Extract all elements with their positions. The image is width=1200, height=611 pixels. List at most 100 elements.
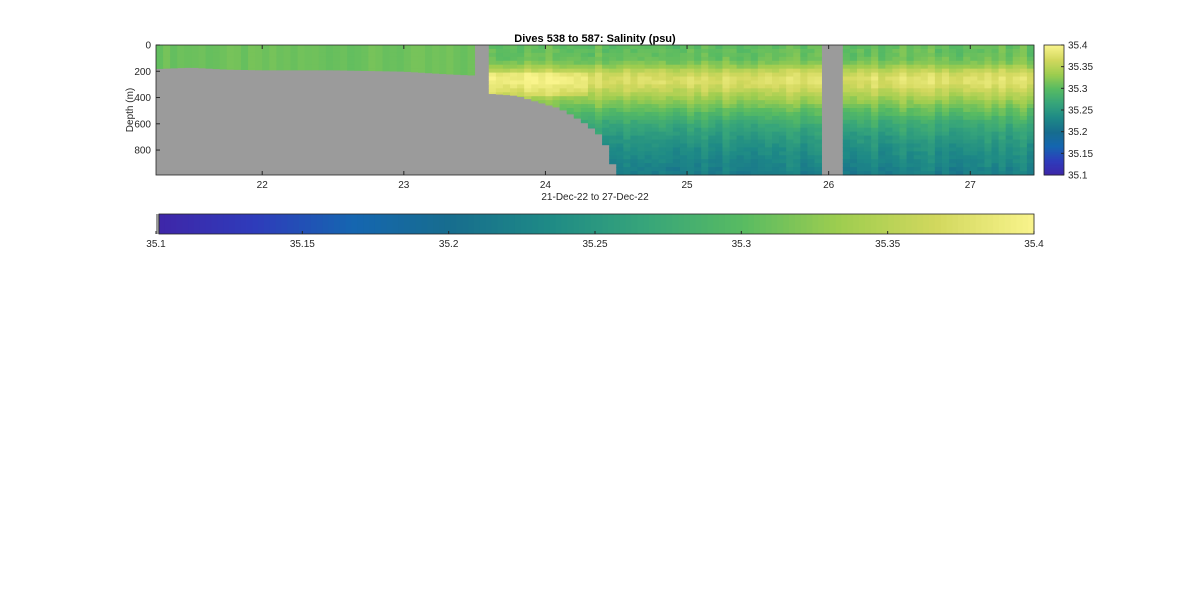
heatmap-cell xyxy=(304,45,313,50)
heatmap-cell xyxy=(694,80,702,85)
heatmap-cell xyxy=(637,100,645,105)
heatmap-cell xyxy=(722,143,730,148)
colorbar-swatch xyxy=(205,214,212,234)
heatmap-cell xyxy=(814,56,822,62)
heatmap-cell xyxy=(963,151,971,156)
heatmap-cell xyxy=(701,171,709,176)
heatmap-cell xyxy=(1012,84,1021,89)
heatmap-cell xyxy=(566,56,575,62)
heatmap-cell xyxy=(793,171,801,176)
heatmap-cell xyxy=(913,60,922,66)
heatmap-cell xyxy=(694,111,702,117)
heatmap-cell xyxy=(764,52,773,58)
heatmap-cell xyxy=(609,135,617,140)
heatmap-cell xyxy=(885,151,893,156)
heatmap-cell xyxy=(644,111,653,117)
heatmap-cell xyxy=(1012,139,1021,144)
heatmap-cell xyxy=(878,76,886,81)
heatmap-cell xyxy=(807,100,815,105)
heatmap-cell xyxy=(757,123,766,129)
heatmap-cell xyxy=(722,48,730,54)
heatmap-cell xyxy=(637,139,645,144)
heatmap-cell xyxy=(651,119,660,125)
heatmap-cell xyxy=(403,68,412,72)
heatmap-cell xyxy=(665,64,674,70)
heatmap-cell xyxy=(906,171,915,176)
heatmap-cell xyxy=(757,171,766,176)
heatmap-cell xyxy=(623,139,631,144)
heatmap-cell xyxy=(885,159,893,164)
heatmap-cell xyxy=(517,80,525,85)
heatmap-cell xyxy=(623,108,631,113)
heatmap-cell xyxy=(892,92,900,97)
heatmap-cell xyxy=(934,52,943,58)
heatmap-cell xyxy=(488,45,497,50)
heatmap-cell xyxy=(495,56,504,62)
heatmap-cell xyxy=(665,115,674,121)
heatmap-cell xyxy=(970,111,978,117)
heatmap-cell xyxy=(1012,88,1021,93)
heatmap-cell xyxy=(864,159,872,164)
heatmap-cell xyxy=(630,72,638,77)
heatmap-cell xyxy=(368,68,376,72)
heatmap-cell xyxy=(283,56,291,62)
heatmap-cell xyxy=(764,151,773,156)
heatmap-cell xyxy=(849,48,858,54)
heatmap-cell xyxy=(793,84,801,89)
heatmap-cell xyxy=(679,155,688,160)
colorbar-swatch xyxy=(695,214,702,234)
heatmap-cell xyxy=(651,115,660,121)
heatmap-cell xyxy=(177,52,185,58)
heatmap-cell xyxy=(531,64,539,70)
heatmap-cell xyxy=(793,108,801,113)
colorbar-swatch xyxy=(666,214,673,234)
heatmap-cell xyxy=(779,111,787,117)
heatmap-cell xyxy=(913,123,922,129)
heatmap-cell xyxy=(807,96,815,101)
heatmap-cell xyxy=(687,119,695,125)
heatmap-cell xyxy=(1012,108,1021,113)
heatmap-cell xyxy=(1026,163,1035,168)
heatmap-cell xyxy=(694,127,702,133)
heatmap-cell xyxy=(963,111,971,117)
heatmap-cell xyxy=(899,108,907,113)
colorbar-swatch xyxy=(1044,173,1064,175)
heatmap-cell xyxy=(679,115,688,121)
heatmap-cell xyxy=(658,131,667,137)
heatmap-cell xyxy=(495,68,504,73)
heatmap-cell xyxy=(913,108,922,113)
heatmap-cell xyxy=(432,68,440,73)
heatmap-cell xyxy=(772,68,780,73)
heatmap-cell xyxy=(651,151,660,156)
heatmap-cell xyxy=(715,111,723,117)
heatmap-cell xyxy=(885,171,893,176)
colorbar-swatch xyxy=(170,214,177,234)
heatmap-cell xyxy=(913,111,922,117)
colorbar-swatch xyxy=(310,214,317,234)
colorbar-nodata-swatch xyxy=(156,214,159,234)
heatmap-cell xyxy=(743,159,752,164)
heatmap-cell xyxy=(729,171,738,176)
heatmap-cell xyxy=(963,64,971,70)
heatmap-cell xyxy=(757,127,766,133)
heatmap-cell xyxy=(573,64,582,70)
heatmap-cell xyxy=(941,159,950,164)
heatmap-cell xyxy=(616,127,624,133)
heatmap-cell xyxy=(1005,64,1014,70)
heatmap-cell xyxy=(1019,108,1028,113)
heatmap-cell xyxy=(1026,56,1035,62)
heatmap-cell xyxy=(425,60,433,66)
heatmap-cell xyxy=(991,135,999,140)
heatmap-cell xyxy=(488,72,497,77)
heatmap-cell xyxy=(849,56,858,62)
heatmap-cell xyxy=(502,80,511,85)
heatmap-cell xyxy=(446,60,454,66)
heatmap-cell xyxy=(410,68,419,73)
heatmap-cell xyxy=(885,135,893,140)
colorbar-swatch xyxy=(427,214,434,234)
heatmap-cell xyxy=(977,135,985,140)
heatmap-cell xyxy=(736,88,745,93)
heatmap-cell xyxy=(864,45,872,50)
heatmap-cell xyxy=(262,68,270,71)
heatmap-cell xyxy=(743,72,752,77)
